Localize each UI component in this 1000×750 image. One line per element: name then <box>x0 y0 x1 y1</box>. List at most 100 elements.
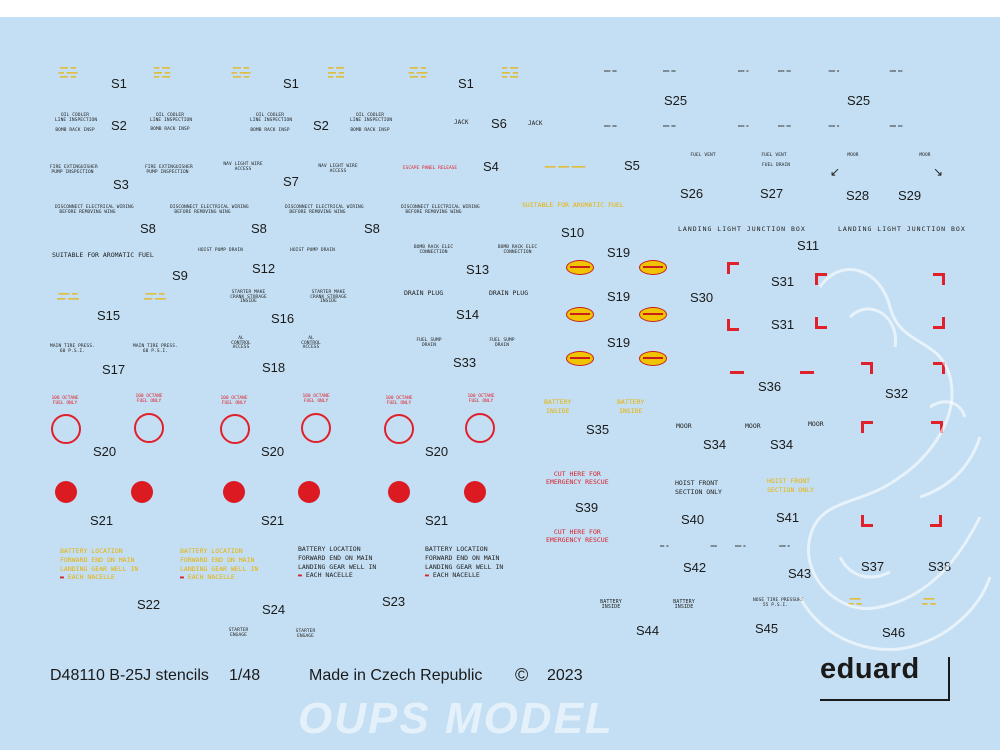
year-label: 2023 <box>547 667 583 684</box>
red-dot-icon <box>388 481 410 503</box>
arrow-down-right-icon: ↘ <box>933 165 944 179</box>
disconnect-wiring-stencil: DISCONNECT ELECTRICAL WIRING BEFORE REMOV… <box>285 205 364 215</box>
red-dot-icon <box>223 481 245 503</box>
label-s10: S10 <box>561 225 585 240</box>
starter-crank-stencil: STARTER MAKE CRANK STORAGE INSIDE <box>230 290 267 304</box>
arrow-down-left-icon: ↙ <box>830 165 841 179</box>
red-corner-marker <box>815 317 827 329</box>
red-corner-marker <box>930 515 942 527</box>
red-corner-marker <box>933 273 945 285</box>
s1-yellow-stencil: ▬▬▬ ▬▬ ▬▬ ▬▬▬▬ ▬▬▬ ▬▬ <box>408 66 428 80</box>
label-s1: S1 <box>111 76 127 91</box>
s1-yellow-stencil: ▬▬ ▬▬▬ ▬▬▬ ▬▬ ▬▬ ▬▬▬ <box>327 66 345 80</box>
starter-crank-stencil: STARTER MAKE CRANK STORAGE INSIDE <box>310 290 347 304</box>
label-s5: S5 <box>624 158 640 173</box>
label-s17: S17 <box>102 362 126 377</box>
red-corner-marker <box>815 273 827 285</box>
label-s13: S13 <box>466 262 490 277</box>
drain-plug-stencil: DRAIN PLUG <box>404 289 444 297</box>
label-s28: S28 <box>846 188 870 203</box>
s1-yellow-stencil: ▬▬ ▬▬▬ ▬▬▬ ▬▬ ▬▬ ▬▬▬ <box>153 66 171 80</box>
bomb-rack-insp-stencil: BOMB RACK INSP <box>55 128 95 133</box>
bomb-rack-elec-stencil: BOMB RACK ELEC CONNECTION <box>497 245 538 255</box>
label-s21: S21 <box>90 513 114 528</box>
moor-stencil: MOOR <box>919 153 931 158</box>
label-s22: S22 <box>137 597 161 612</box>
label-s35: S35 <box>586 422 610 437</box>
red-ring-icon <box>384 414 414 444</box>
red-dot-icon <box>298 481 320 503</box>
hoist-front-stencil-yellow: HOIST FRONT SECTION ONLY <box>767 477 814 494</box>
al-control-access-stencil: AL CONTROL ACCESS <box>301 336 321 350</box>
red-dot-icon <box>464 481 486 503</box>
label-s31: S31 <box>771 317 795 332</box>
nose-tire-pressure-stencil: NOSE TIRE PRESSURE 55 P.S.I. <box>753 598 804 608</box>
s15-yellow-stencil: ▬▬▬▬ ▬▬ ▬▬▬ ▬▬▬▬ <box>144 292 166 302</box>
moor-stencil: MOOR <box>847 153 859 158</box>
moor-stencil: MOOR <box>745 422 761 430</box>
disconnect-wiring-stencil: DISCONNECT ELECTRICAL WIRING BEFORE REMOV… <box>401 205 480 215</box>
moor-stencil: MOOR <box>676 422 692 430</box>
label-s26: S26 <box>680 186 704 201</box>
fuel-roundel-icon <box>639 351 667 366</box>
fuel-roundel-icon <box>639 260 667 275</box>
aromatic-fuel-stencil-yellow: SUITABLE FOR AROMATIC FUEL <box>522 201 624 209</box>
label-s3: S3 <box>113 177 129 192</box>
product-code: D48110 B-25J stencils <box>50 667 209 684</box>
label-s1: S1 <box>458 76 474 91</box>
bomb-rack-insp-stencil: BOMB RACK INSP <box>350 128 390 133</box>
label-s25: S25 <box>664 93 688 108</box>
label-s23: S23 <box>382 594 406 609</box>
nav-light-stencil: NAV LIGHT WIRE ACCESS <box>223 162 263 172</box>
red-corner-marker <box>861 362 873 374</box>
moor-stencil: MOOR <box>808 420 824 428</box>
label-s32: S32 <box>885 386 909 401</box>
label-s18: S18 <box>262 360 286 375</box>
watermark-text: OUPS MODEL <box>298 694 614 743</box>
s25-tiny-stencil: ▬▬▬ ▬▬ ▬▬▬ ▬▬ <box>604 124 676 128</box>
label-s19: S19 <box>607 289 631 304</box>
fuel-vent-stencil: FUEL VENT <box>690 153 716 158</box>
label-s11: S11 <box>797 238 820 253</box>
octane-fuel-stencil: 100 OCTANE FUEL ONLY <box>385 396 413 406</box>
octane-fuel-stencil: 100 OCTANE FUEL ONLY <box>220 396 248 406</box>
label-s19: S19 <box>607 335 631 350</box>
battery-inside-stencil-yellow: BATTERY INSIDE <box>617 398 645 415</box>
starter-engage-stencil: STARTER ENGAGE <box>295 629 316 639</box>
s1-yellow-stencil: ▬▬ ▬▬▬ ▬▬▬ ▬▬ ▬▬ ▬▬▬ <box>501 66 519 80</box>
s1-yellow-stencil: ▬▬▬ ▬▬ ▬▬ ▬▬▬▬ ▬▬▬ ▬▬ <box>58 66 78 80</box>
scale-label: 1/48 <box>229 667 261 684</box>
fuel-sump-drain-stencil: FUEL SUMP DRAIN <box>489 338 515 348</box>
label-s6: S6 <box>491 116 507 131</box>
s46-yellow-stencil: ▬▬▬▬ ▬▬ ▬▬ <box>848 597 862 607</box>
cut-here-stencil: CUT HERE FOR EMERGENCY RESCUE <box>546 528 609 545</box>
red-ring-icon <box>301 413 331 443</box>
hoist-front-stencil: HOIST FRONT SECTION ONLY <box>675 479 722 496</box>
label-s8: S8 <box>140 221 156 236</box>
red-dash-marker <box>800 371 814 374</box>
label-s8: S8 <box>251 221 267 236</box>
label-s44: S44 <box>636 623 660 638</box>
bomb-rack-insp-stencil: BOMB RACK INSP <box>150 127 190 132</box>
battery-location-stencil: BATTERY LOCATION FORWARD END ON MAIN LANDI… <box>425 545 504 580</box>
s5-yellow-stencil: ▬▬▬▬ ▬▬▬▬ ▬▬▬▬▬ <box>544 165 586 170</box>
label-s29: S29 <box>898 188 922 203</box>
label-s2: S2 <box>313 118 329 133</box>
drain-plug-stencil: DRAIN PLUG <box>489 289 529 297</box>
label-s39: S39 <box>575 500 599 515</box>
red-ring-icon <box>220 414 250 444</box>
battery-location-stencil: BATTERY LOCATION FORWARD END ON MAIN LANDI… <box>298 545 377 580</box>
label-s37: S37 <box>861 559 885 574</box>
nav-light-stencil: NAV LIGHT WIRE ACCESS <box>318 164 358 174</box>
s15-yellow-stencil: ▬▬▬▬ ▬▬ ▬▬▬ ▬▬▬▬ <box>57 292 79 302</box>
fuel-roundel-icon <box>566 351 594 366</box>
label-s24: S24 <box>262 602 286 617</box>
red-ring-icon <box>51 414 81 444</box>
octane-fuel-stencil: 100 OCTANE FUEL ONLY <box>467 394 495 404</box>
label-s20: S20 <box>261 444 285 459</box>
hoist-pump-drain-stencil: HOIST PUMP DRAIN <box>198 248 243 253</box>
origin-label: Made in Czech Republic <box>309 667 483 684</box>
s25-tiny-stencil: ▬▬▬ ▬ ▬▬▬ ▬▬ ▬▬▬ ▬ ▬▬▬ ▬▬ <box>738 69 903 73</box>
battery-location-stencil-yellow: BATTERY LOCATION FORWARD END ON MAIN LANDI… <box>60 547 139 582</box>
jack-stencil: JACK <box>454 119 469 126</box>
